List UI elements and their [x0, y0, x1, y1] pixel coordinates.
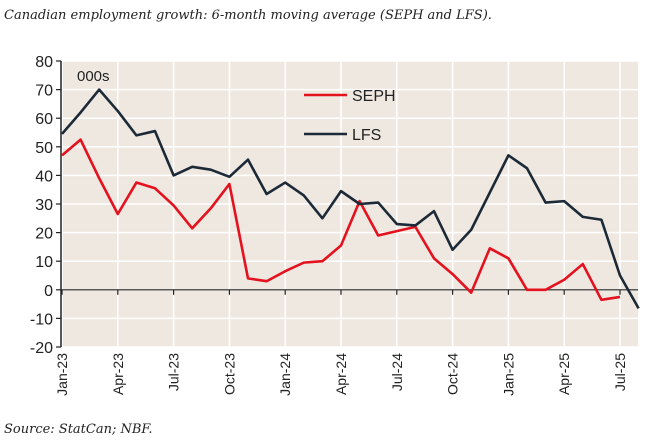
x-tick-label: Jul-23 [166, 353, 182, 391]
x-tick-label: Apr-23 [110, 353, 126, 395]
x-tick-label: Jul-25 [612, 353, 628, 391]
y-tick-label: 20 [35, 226, 53, 243]
y-tick-label: 0 [44, 283, 53, 300]
y-tick-label: -10 [30, 311, 53, 328]
y-tick-label: -20 [30, 340, 53, 357]
y-tick-label: 60 [35, 111, 53, 128]
x-tick-label: Jul-24 [389, 353, 405, 391]
chart-source: Source: StatCan; NBF. [4, 422, 153, 437]
y-tick-label: 50 [35, 140, 53, 157]
legend-label: LFS [352, 127, 381, 144]
x-tick-label: Jan-24 [277, 353, 293, 396]
x-tick-label: Oct-24 [445, 353, 461, 395]
y-tick-label: 40 [35, 168, 53, 185]
legend-label: SEPH [352, 88, 396, 105]
y-tick-label: 10 [35, 254, 53, 271]
unit-label: 000s [77, 68, 110, 85]
chart-title: Canadian employment growth: 6-month movi… [4, 8, 492, 23]
x-tick-label: Apr-25 [556, 353, 572, 395]
y-tick-label: 70 [35, 83, 53, 100]
x-tick-label: Jan-23 [54, 353, 70, 396]
series-line-seph [61, 138, 621, 302]
x-tick-label: Apr-24 [333, 353, 349, 395]
x-tick-label: Jan-25 [500, 353, 516, 396]
x-tick-label: Oct-23 [221, 353, 237, 395]
series-line-lfs [61, 88, 640, 310]
y-tick-label: 80 [35, 54, 53, 71]
y-tick-label: 30 [35, 197, 53, 214]
